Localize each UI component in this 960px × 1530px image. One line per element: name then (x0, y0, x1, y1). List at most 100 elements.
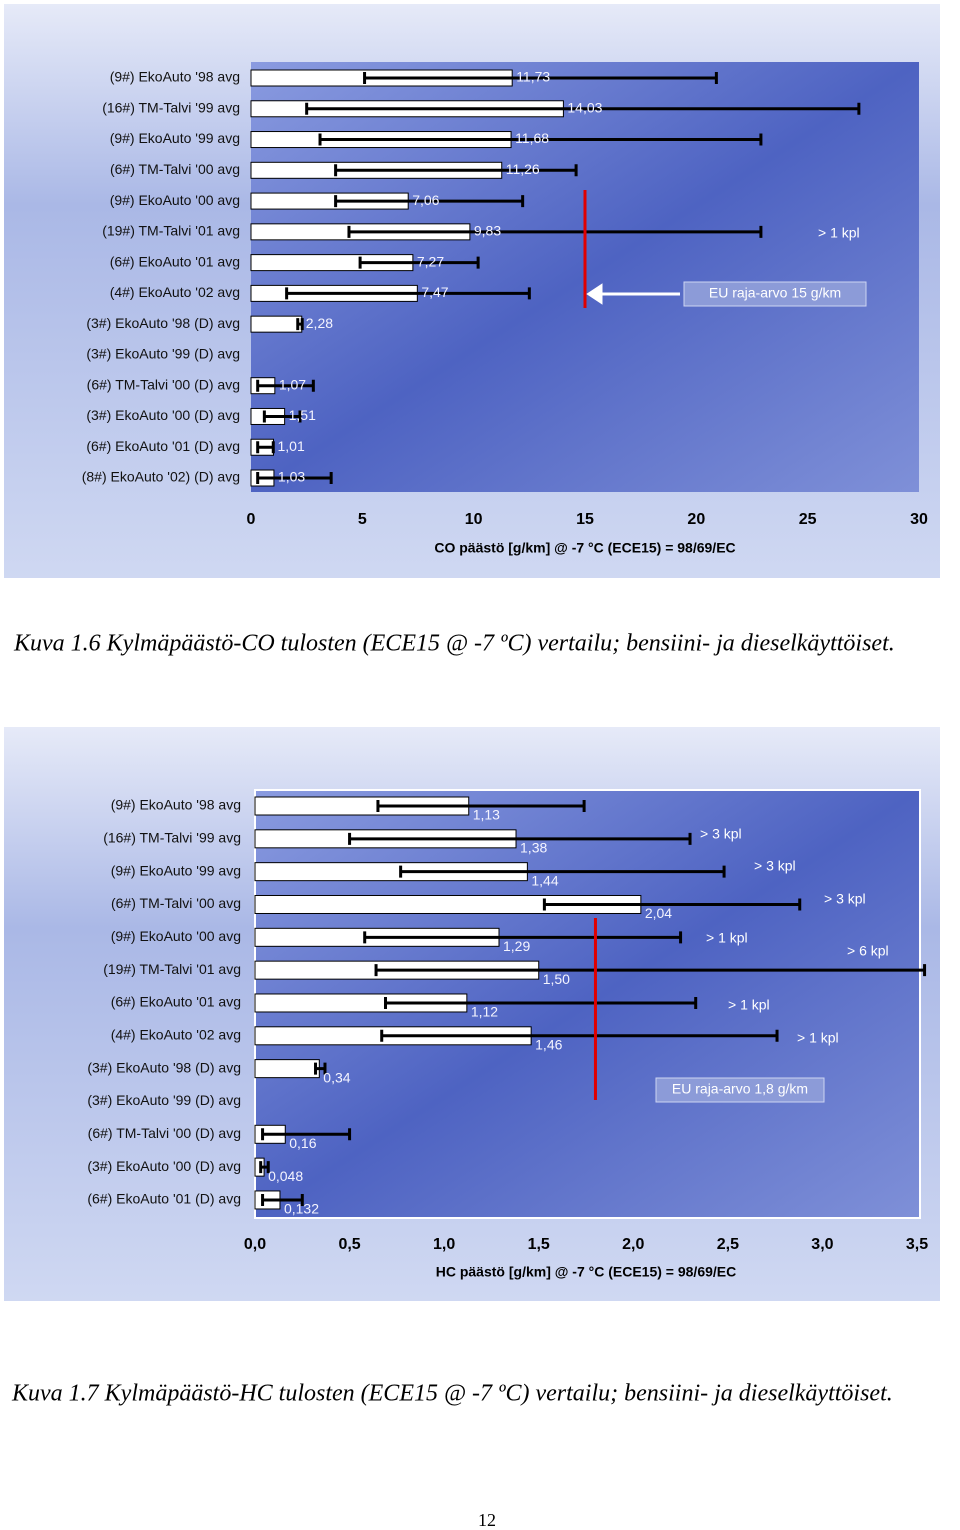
x-tick-label: 3,0 (811, 1236, 833, 1253)
value-label: 1,03 (278, 469, 305, 485)
value-label: 1,29 (503, 938, 530, 954)
category-label: (3#) EkoAuto '98 (D) avg (86, 315, 240, 331)
error-bar (305, 102, 861, 115)
category-label: (4#) EkoAuto '02 avg (111, 1027, 241, 1043)
error-bar (347, 225, 763, 238)
reference-box (683, 281, 867, 307)
value-label: 14,03 (567, 99, 602, 115)
error-bar (256, 472, 333, 485)
category-label: (16#) TM-Talvi '99 avg (102, 99, 240, 115)
category-label: (4#) EkoAuto '02 avg (110, 284, 240, 300)
category-label: (19#) TM-Talvi '01 avg (103, 961, 241, 977)
x-tick-label: 30 (910, 511, 928, 528)
value-label: 11,68 (515, 130, 549, 146)
category-label: (6#) EkoAuto '01 avg (111, 994, 241, 1010)
value-label: 0,132 (284, 1201, 319, 1217)
category-label: (9#) EkoAuto '00 avg (110, 192, 240, 208)
annotation: > 1 kpl (797, 1030, 839, 1046)
error-bar (261, 1128, 352, 1141)
category-label: (9#) EkoAuto '99 avg (110, 130, 240, 146)
category-label: (3#) EkoAuto '00 (D) avg (86, 407, 240, 423)
category-label: (9#) EkoAuto '99 avg (111, 862, 241, 878)
reference-label: EU raja-arvo 15 g/km (709, 285, 841, 301)
error-bar (348, 832, 692, 845)
error-bar (399, 865, 726, 878)
value-label: 0,16 (289, 1135, 316, 1151)
category-label: (3#) EkoAuto '99 (D) avg (86, 346, 240, 362)
arrow (586, 283, 680, 305)
category-label: (3#) EkoAuto '00 (D) avg (87, 1158, 241, 1174)
error-bar (261, 1193, 304, 1206)
annotation: > 1 kpl (706, 930, 748, 946)
annotation: > 3 kpl (824, 891, 866, 907)
category-label: (6#) TM-Talvi '00 (D) avg (87, 376, 240, 392)
category-label: (3#) EkoAuto '99 (D) avg (87, 1092, 241, 1108)
annotation: > 1 kpl (728, 997, 770, 1013)
value-label: 7,06 (412, 192, 439, 208)
value-label: 1,01 (277, 438, 304, 454)
category-label: (6#) TM-Talvi '00 avg (110, 161, 240, 177)
x-axis-title: CO päästö [g/km] @ -7 °C (ECE15) = 98/69… (434, 540, 735, 556)
category-label: (9#) EkoAuto '98 avg (110, 69, 240, 85)
x-tick-label: 20 (687, 511, 705, 528)
category-label: (16#) TM-Talvi '99 avg (103, 830, 241, 846)
value-label: 1,38 (520, 840, 547, 856)
value-label: 1,07 (279, 376, 306, 392)
error-bar (262, 410, 302, 423)
category-label: (3#) EkoAuto '98 (D) avg (87, 1059, 241, 1075)
error-bar (380, 1029, 779, 1042)
error-bar (363, 931, 683, 944)
value-label: 1,12 (471, 1004, 498, 1020)
x-tick-label: 5 (358, 511, 367, 528)
x-tick-label: 2,5 (717, 1236, 739, 1253)
category-label: (9#) EkoAuto '00 avg (111, 928, 241, 944)
category-label: (6#) TM-Talvi '00 avg (111, 895, 241, 911)
category-label: (6#) TM-Talvi '00 (D) avg (88, 1125, 241, 1141)
error-bar (256, 379, 315, 392)
value-label: 7,47 (421, 284, 448, 300)
error-bar (285, 287, 531, 300)
value-label: 11,26 (506, 161, 540, 177)
error-bar (334, 195, 525, 208)
annotation: > 3 kpl (754, 858, 796, 874)
error-bar (296, 318, 304, 331)
error-bar (259, 1161, 270, 1174)
bar (254, 1059, 320, 1079)
value-label: 1,51 (289, 407, 316, 423)
x-tick-label: 0,5 (338, 1236, 360, 1253)
category-label: (8#) EkoAuto '02) (D) avg (82, 469, 240, 485)
x-axis-title: HC päästö [g/km] @ -7 °C (ECE15) = 98/69… (436, 1264, 737, 1280)
category-label: (6#) EkoAuto '01 avg (110, 253, 240, 269)
value-label: 2,28 (306, 315, 333, 331)
error-bar (542, 898, 802, 911)
x-tick-label: 0 (247, 511, 256, 528)
page-number: 12 (478, 1510, 496, 1530)
annotation: > 6 kpl (847, 943, 889, 959)
value-label: 9,83 (474, 223, 501, 239)
value-label: 0,34 (323, 1069, 350, 1085)
x-tick-label: 0,0 (244, 1236, 266, 1253)
value-label: 1,13 (473, 807, 500, 823)
value-label: 11,73 (516, 69, 550, 85)
value-label: 2,04 (645, 905, 672, 921)
error-bar (374, 964, 927, 977)
error-bar (334, 164, 578, 177)
caption: Kuva 1.6 Kylmäpäästö-CO tulosten (ECE15 … (13, 631, 895, 657)
annotation: > 1 kpl (818, 225, 860, 241)
category-label: (6#) EkoAuto '01 (D) avg (86, 438, 240, 454)
x-tick-label: 3,5 (906, 1236, 928, 1253)
x-tick-label: 1,5 (528, 1236, 550, 1253)
error-bar (384, 996, 698, 1009)
bar (250, 315, 303, 333)
x-tick-label: 1,0 (433, 1236, 455, 1253)
value-label: 1,50 (543, 971, 570, 987)
x-tick-label: 25 (799, 511, 817, 528)
reference-box (655, 1077, 825, 1103)
error-bar (358, 256, 480, 269)
x-tick-label: 15 (576, 511, 594, 528)
error-bar (376, 800, 586, 812)
x-tick-label: 2,0 (622, 1236, 644, 1253)
error-bar (363, 72, 718, 84)
category-label: (6#) EkoAuto '01 (D) avg (87, 1191, 241, 1207)
category-label: (19#) TM-Talvi '01 avg (102, 223, 240, 239)
